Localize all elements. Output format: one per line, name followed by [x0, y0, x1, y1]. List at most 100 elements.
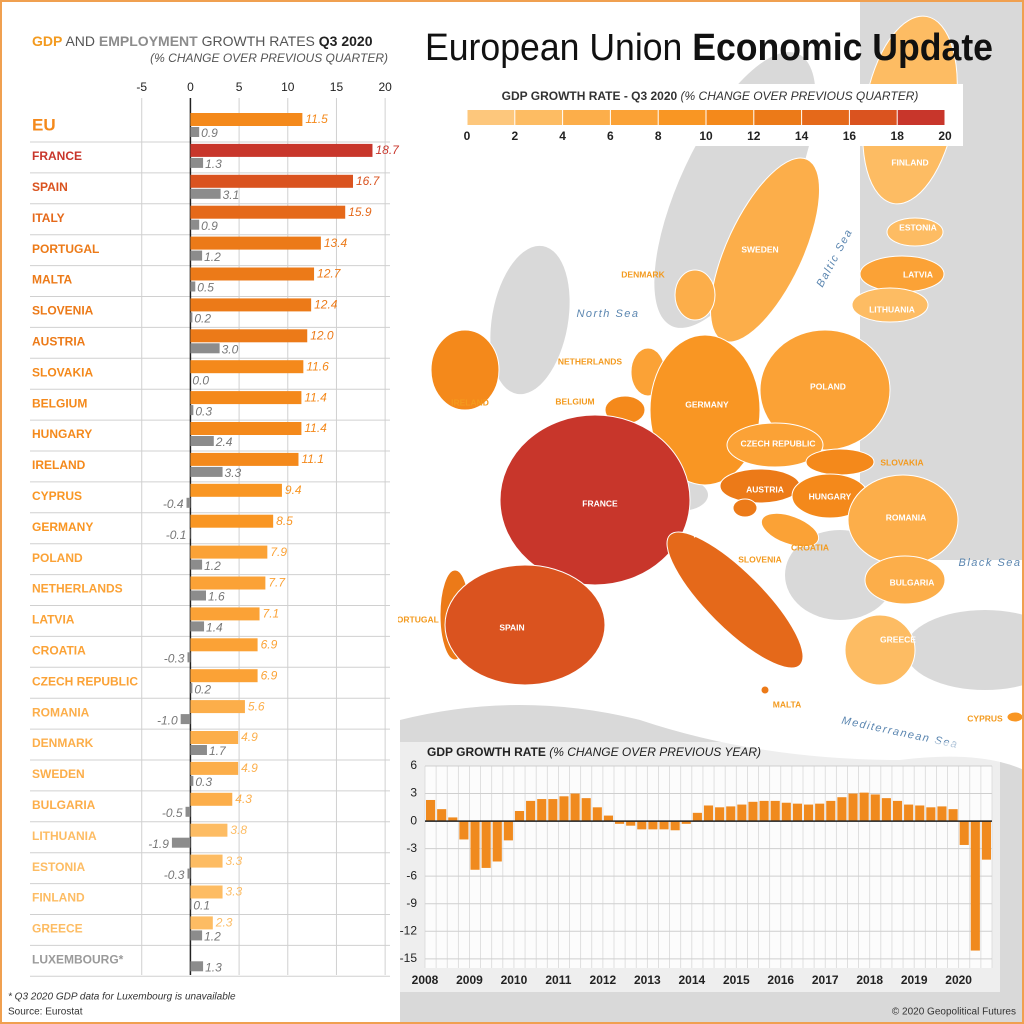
legend-tick-label: 18 — [891, 129, 905, 143]
gdp-value-label: 12.7 — [317, 267, 342, 281]
bar — [648, 821, 658, 830]
bar — [759, 800, 769, 822]
employment-bar — [190, 250, 203, 261]
country-label: AUSTRIA — [746, 484, 784, 494]
category-label: ESTONIA — [32, 860, 85, 874]
category-label: IRELAND — [32, 458, 86, 472]
bar — [770, 800, 780, 822]
gdp-value-label: 13.4 — [324, 236, 348, 250]
category-label: LUXEMBOURG* — [32, 952, 124, 966]
x-tick-label: -5 — [136, 80, 147, 94]
category-label: MALTA — [32, 273, 73, 287]
employment-bar — [186, 497, 191, 508]
land — [490, 245, 570, 395]
y-tick-label: -15 — [400, 951, 418, 965]
country — [851, 287, 929, 323]
employment-value-label: 3.3 — [225, 466, 242, 480]
bar — [514, 810, 525, 822]
x-tick-label: 2017 — [812, 973, 839, 987]
employment-bar — [187, 868, 191, 879]
legend-swatch — [849, 110, 898, 125]
legend-tick-label: 16 — [843, 129, 857, 143]
employment-value-label: -1.9 — [148, 837, 169, 851]
bar — [981, 821, 991, 860]
employment-bar — [189, 528, 191, 539]
employment-value-label: 1.2 — [204, 930, 221, 944]
employment-bar — [190, 436, 214, 446]
page-title-text: European Union — [425, 27, 682, 69]
page-title: European Union Economic Update — [425, 27, 993, 69]
gdp-bar — [190, 885, 223, 899]
employment-bar — [190, 559, 203, 570]
employment-bar — [171, 837, 191, 848]
employment-value-label: 0.3 — [195, 775, 212, 789]
bar — [459, 821, 469, 840]
bar — [859, 792, 869, 822]
bar — [559, 796, 569, 822]
gdp-value-label: 7.1 — [263, 607, 280, 621]
gdp-bar — [190, 916, 213, 930]
country — [1006, 711, 1024, 723]
gdp-bar — [190, 545, 268, 559]
legend-tick-label: 20 — [938, 129, 952, 143]
y-tick-label: -3 — [406, 841, 417, 855]
legend-swatch — [562, 110, 611, 125]
country-label: POLAND — [810, 381, 846, 391]
gdp-bar — [190, 391, 302, 405]
gdp-value-label: 11.6 — [306, 359, 329, 373]
category-label: POLAND — [32, 551, 83, 565]
category-label: CROATIA — [32, 643, 86, 657]
country — [674, 269, 716, 321]
chart-title: GDP AND EMPLOYMENT GROWTH RATES Q3 2020 — [32, 33, 373, 49]
countries — [430, 15, 1024, 723]
gdp-value-label: 8.5 — [276, 514, 293, 528]
employment-bar — [190, 621, 205, 632]
x-tick-label: 2011 — [545, 973, 571, 987]
legend-title: GDP GROWTH RATE - Q3 2020 (% CHANGE OVER… — [502, 89, 919, 103]
country-label: PORTUGAL — [391, 614, 439, 624]
employment-value-label: 0.2 — [194, 312, 211, 326]
employment-value-label: -1.0 — [157, 713, 178, 727]
x-tick-label: 20 — [378, 80, 392, 94]
land — [905, 610, 1024, 690]
chart-subtitle: (% CHANGE OVER PREVIOUS YEAR) — [549, 745, 761, 759]
bar — [492, 821, 502, 862]
bar — [703, 805, 714, 822]
x-tick-label: 0 — [187, 80, 194, 94]
country-label: DENMARK — [621, 269, 665, 279]
gdp-bar — [190, 823, 228, 837]
gdp-value-label: 3.3 — [226, 854, 243, 868]
category-label: AUSTRIA — [32, 334, 86, 348]
bar — [481, 821, 491, 868]
x-tick-label: 2010 — [501, 973, 528, 987]
y-tick-label: 6 — [410, 758, 417, 772]
category-label: GERMANY — [32, 520, 93, 534]
gdp-bar — [190, 174, 354, 188]
chart-title: GDP GROWTH RATE (% CHANGE OVER PREVIOUS … — [427, 745, 761, 759]
bar — [659, 821, 669, 830]
category-label: SWEDEN — [32, 767, 85, 781]
employment-bar — [190, 405, 194, 416]
gdp-bar — [190, 576, 266, 590]
employment-value-label: -0.4 — [163, 497, 184, 511]
category-label: BULGARIA — [32, 798, 96, 812]
category-label: DENMARK — [32, 736, 94, 750]
legend-tick-label: 12 — [747, 129, 761, 143]
bar — [892, 800, 903, 822]
category-label: CZECH REPUBLIC — [32, 674, 138, 688]
y-tick-label: 0 — [410, 813, 417, 827]
country-label: ITALY — [693, 529, 716, 539]
employment-bar — [190, 961, 204, 972]
legend-tick-label: 2 — [511, 129, 518, 143]
country-label: IRELAND — [451, 397, 489, 407]
gdp-value-label: 7.7 — [268, 576, 286, 590]
category-label: BELGIUM — [32, 396, 87, 410]
gdp-bar — [190, 700, 245, 714]
country-label: CYPRUS — [967, 713, 1003, 723]
legend-swatch — [753, 110, 802, 125]
bar — [826, 800, 836, 822]
employment-bar — [180, 714, 191, 725]
legend-tick-label: 10 — [699, 129, 713, 143]
bar — [570, 793, 580, 822]
country-label: SLOVENIA — [738, 554, 781, 564]
